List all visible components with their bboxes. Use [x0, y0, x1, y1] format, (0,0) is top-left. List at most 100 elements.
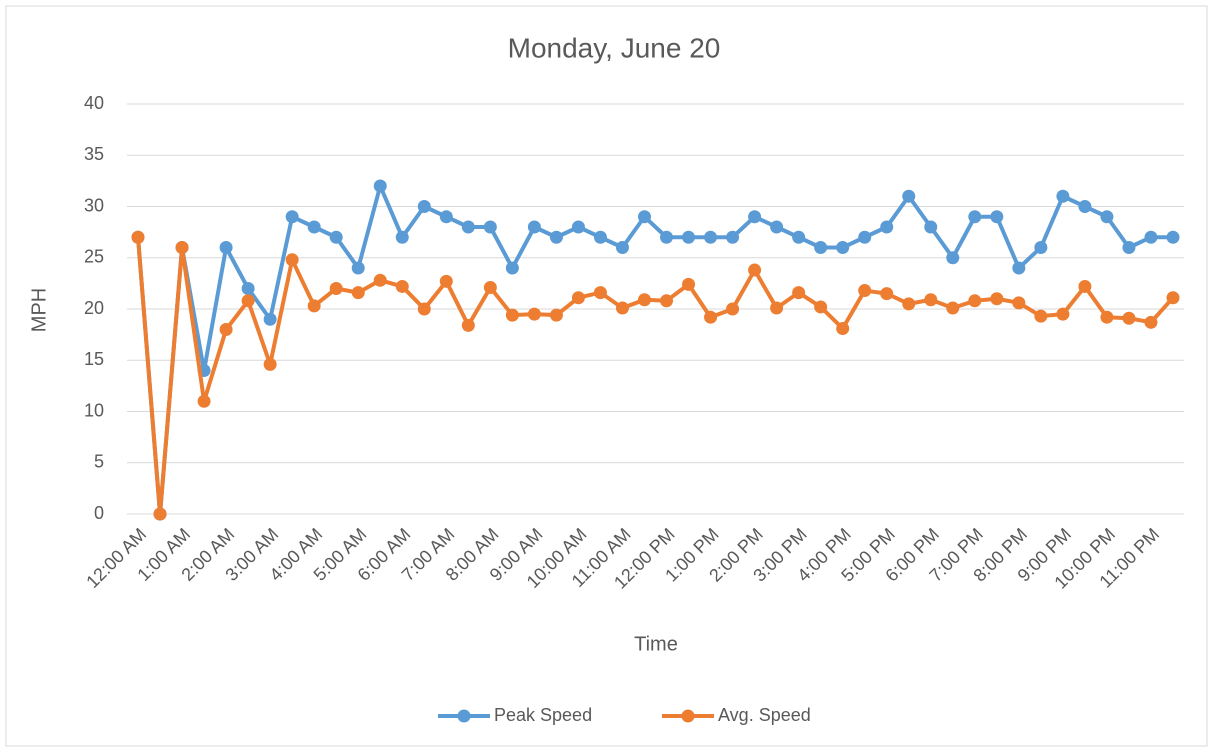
legend-marker	[457, 709, 471, 723]
data-point	[1034, 309, 1048, 323]
data-point	[549, 230, 563, 244]
data-point	[902, 297, 916, 311]
data-point	[726, 302, 740, 316]
data-point	[329, 230, 343, 244]
data-point	[968, 294, 982, 308]
data-point	[351, 261, 365, 275]
data-point	[968, 210, 982, 224]
data-point	[770, 301, 784, 315]
data-point	[1012, 261, 1026, 275]
data-point	[593, 286, 607, 300]
data-point	[153, 507, 167, 521]
data-point	[1078, 279, 1092, 293]
data-point	[395, 279, 409, 293]
data-point	[748, 263, 762, 277]
data-point	[505, 308, 519, 322]
data-point	[814, 241, 828, 254]
data-point	[836, 241, 850, 254]
data-point	[307, 220, 321, 234]
data-point	[483, 220, 497, 234]
data-point	[1012, 296, 1026, 310]
data-point	[1056, 307, 1070, 321]
data-point	[395, 230, 409, 244]
data-point	[175, 241, 189, 254]
data-point	[571, 220, 585, 234]
legend-label: Avg. Speed	[718, 705, 811, 725]
data-point	[814, 300, 828, 314]
data-point	[924, 293, 938, 307]
data-point	[704, 230, 718, 244]
data-point	[615, 241, 629, 254]
data-point	[880, 220, 894, 234]
data-point	[417, 200, 431, 213]
data-point	[637, 293, 651, 307]
data-point	[726, 230, 740, 244]
data-point	[770, 220, 784, 234]
data-point	[219, 323, 233, 336]
data-point	[307, 299, 321, 313]
y-axis-label: MPH	[28, 288, 50, 332]
y-tick-label: 25	[84, 247, 104, 267]
data-point	[241, 282, 255, 295]
data-point	[439, 210, 453, 224]
data-point	[836, 321, 850, 335]
data-point	[660, 230, 674, 244]
y-tick-label: 15	[84, 349, 104, 369]
data-point	[1122, 241, 1136, 254]
data-point	[439, 274, 453, 288]
data-point	[1166, 230, 1180, 244]
data-point	[351, 286, 365, 300]
data-point	[660, 294, 674, 308]
data-point	[1144, 315, 1158, 329]
data-point	[549, 308, 563, 322]
data-point	[285, 253, 299, 267]
data-point	[1056, 189, 1070, 203]
y-tick-label: 5	[94, 452, 104, 472]
data-point	[373, 273, 387, 287]
data-point	[924, 220, 938, 234]
data-point	[373, 179, 387, 193]
data-point	[1078, 200, 1092, 213]
x-axis-label: Time	[634, 633, 678, 655]
data-point	[682, 277, 696, 291]
data-point	[219, 241, 233, 254]
data-point	[505, 261, 519, 275]
data-point	[285, 210, 299, 224]
data-point	[131, 230, 145, 244]
data-point	[946, 301, 960, 315]
legend-label: Peak Speed	[494, 705, 592, 725]
data-point	[461, 220, 475, 234]
data-point	[1100, 210, 1114, 224]
data-point	[1100, 310, 1114, 324]
data-point	[637, 210, 651, 224]
data-point	[263, 312, 277, 326]
data-point	[571, 291, 585, 305]
data-point	[990, 210, 1004, 224]
y-tick-label: 30	[84, 195, 104, 215]
chart-title: Monday, June 20	[508, 32, 721, 63]
y-tick-label: 10	[84, 400, 104, 420]
y-tick-label: 40	[84, 93, 104, 113]
data-point	[880, 287, 894, 301]
data-point	[902, 189, 916, 203]
data-point	[858, 284, 872, 298]
y-tick-label: 0	[94, 503, 104, 523]
data-point	[792, 286, 806, 300]
data-point	[1034, 241, 1048, 254]
data-point	[527, 307, 541, 321]
data-point	[1144, 230, 1158, 244]
data-point	[748, 210, 762, 224]
data-point	[682, 230, 696, 244]
data-point	[704, 310, 718, 324]
y-tick-label: 35	[84, 144, 104, 164]
data-point	[241, 294, 255, 308]
data-point	[593, 230, 607, 244]
data-point	[792, 230, 806, 244]
data-point	[527, 220, 541, 234]
data-point	[329, 282, 343, 295]
y-tick-label: 20	[84, 298, 104, 318]
data-point	[483, 280, 497, 294]
chart-frame	[5, 5, 1208, 747]
data-point	[858, 230, 872, 244]
